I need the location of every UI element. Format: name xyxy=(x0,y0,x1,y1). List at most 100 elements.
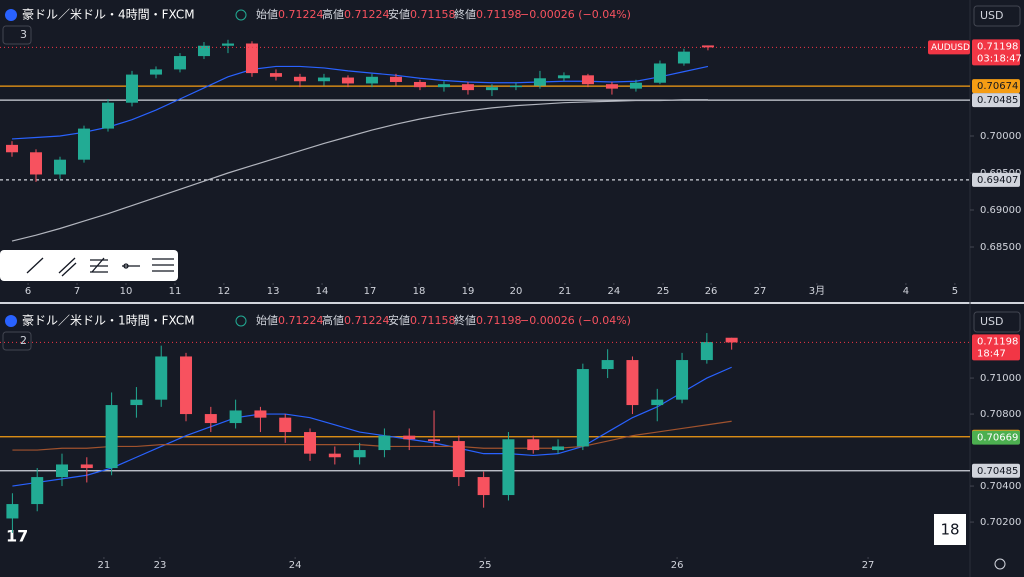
x-tick-label: 10 xyxy=(120,286,133,297)
level-tag-value: 0.70669 xyxy=(977,433,1018,444)
candle-body xyxy=(279,417,292,433)
ohlc-label: 安値 xyxy=(388,313,410,327)
candle-body xyxy=(229,410,242,424)
candle-body xyxy=(502,439,515,496)
tv-logo: 17 xyxy=(6,527,28,546)
x-tick-label: 27 xyxy=(754,286,767,297)
candle-body xyxy=(105,405,118,469)
symbol-tag xyxy=(928,40,970,55)
candle-body xyxy=(53,159,66,175)
candle-body xyxy=(626,360,639,406)
ohlc-label: 始値 xyxy=(256,7,278,21)
x-tick-label: 5 xyxy=(952,286,958,297)
last-price-value: 0.71198 xyxy=(977,336,1018,347)
x-tick-label: 25 xyxy=(657,286,670,297)
status-dot xyxy=(235,315,247,327)
currency-box[interactable] xyxy=(973,5,1021,27)
candle-body xyxy=(676,360,689,400)
x-tick-label: 7 xyxy=(74,286,80,297)
candle-body xyxy=(527,439,540,451)
x-tick-label: 13 xyxy=(267,286,280,297)
candle-body xyxy=(353,450,366,458)
candle-body xyxy=(269,73,282,77)
x-tick-label: 20 xyxy=(510,286,523,297)
candle-body xyxy=(461,84,474,91)
change: −0.00026 (−0.04%) xyxy=(520,314,631,327)
candle-body xyxy=(180,356,193,415)
ohlc-label: 終値 xyxy=(454,313,476,327)
indicator-toggle[interactable] xyxy=(2,331,32,351)
candle-body xyxy=(581,75,594,85)
y-tick-label: 0.70800 xyxy=(980,409,1021,420)
level-tag-value: 0.70485 xyxy=(977,95,1018,106)
currency-box[interactable] xyxy=(973,311,1021,333)
symbol-title: 豪ドル／米ドル・1時間・FXCM xyxy=(22,313,195,328)
x-tick-label: 21 xyxy=(559,286,572,297)
countdown: 18:47 xyxy=(977,348,1006,359)
candle-body xyxy=(552,446,565,451)
x-tick-label: 17 xyxy=(364,286,377,297)
y-tick-label: 0.70200 xyxy=(980,517,1021,528)
candle-body xyxy=(700,342,713,361)
x-tick-label: 21 xyxy=(98,560,111,571)
candle-body xyxy=(653,63,666,83)
drawing-toolbar[interactable] xyxy=(0,250,178,281)
badge xyxy=(934,514,966,545)
candle-body xyxy=(173,56,186,70)
last-price-value: 0.71198 xyxy=(977,41,1018,52)
x-tick-label: 23 xyxy=(154,560,167,571)
toolbar-bg xyxy=(0,250,178,281)
candle-body xyxy=(389,76,402,82)
ohlc-value: 0.71158 xyxy=(410,8,456,21)
symbol-icon xyxy=(5,315,17,327)
ohlc-value: 0.71224 xyxy=(344,8,390,21)
candle-body xyxy=(5,144,18,153)
candle-body xyxy=(101,102,114,129)
y-tick-label: 0.70400 xyxy=(980,481,1021,492)
candle-body xyxy=(80,464,93,469)
candle-body xyxy=(365,76,378,84)
candle-body xyxy=(557,75,570,79)
symbol-icon xyxy=(5,9,17,21)
candle-body xyxy=(341,77,354,84)
svg-text:17: 17 xyxy=(6,527,28,546)
x-tick-label: 3月 xyxy=(809,285,825,297)
y-tick-label: 0.70000 xyxy=(980,131,1021,142)
candle-body xyxy=(576,369,589,447)
indicator-toggle[interactable] xyxy=(2,25,32,45)
candle-body xyxy=(403,435,416,440)
candle-body xyxy=(31,477,44,505)
level-tag xyxy=(972,79,1020,94)
level-tag-value: 0.69407 xyxy=(977,175,1018,186)
y-tick-label: 0.71000 xyxy=(980,373,1021,384)
symbol-title: 豪ドル／米ドル・4時間・FXCM xyxy=(22,7,195,22)
candle-body xyxy=(197,45,210,57)
level-tag-value: 0.70674 xyxy=(977,81,1018,92)
candle-body xyxy=(304,432,317,454)
candle-body xyxy=(437,84,450,88)
x-tick-label: 14 xyxy=(316,286,329,297)
moving-average xyxy=(11,99,708,242)
candle-body xyxy=(605,84,618,89)
ohlc-value: 0.71158 xyxy=(410,314,456,327)
status-dot xyxy=(235,9,247,21)
candle-body xyxy=(254,410,267,418)
candle-body xyxy=(317,77,330,82)
candle-body xyxy=(428,439,441,442)
change: −0.00026 (−0.04%) xyxy=(520,8,631,21)
level-tag xyxy=(972,430,1020,445)
settings-icon[interactable] xyxy=(994,558,1006,570)
candle-body xyxy=(245,43,258,74)
x-tick-label: 6 xyxy=(25,286,31,297)
symbol-tag-label: AUDUSD xyxy=(931,43,970,53)
x-tick-label: 18 xyxy=(413,286,426,297)
candle-body xyxy=(56,464,69,478)
candle-body xyxy=(651,399,664,406)
ohlc-value: 0.71224 xyxy=(278,8,324,21)
candle-body xyxy=(677,51,690,64)
currency: USD xyxy=(980,315,1004,328)
level-tag xyxy=(972,463,1020,478)
